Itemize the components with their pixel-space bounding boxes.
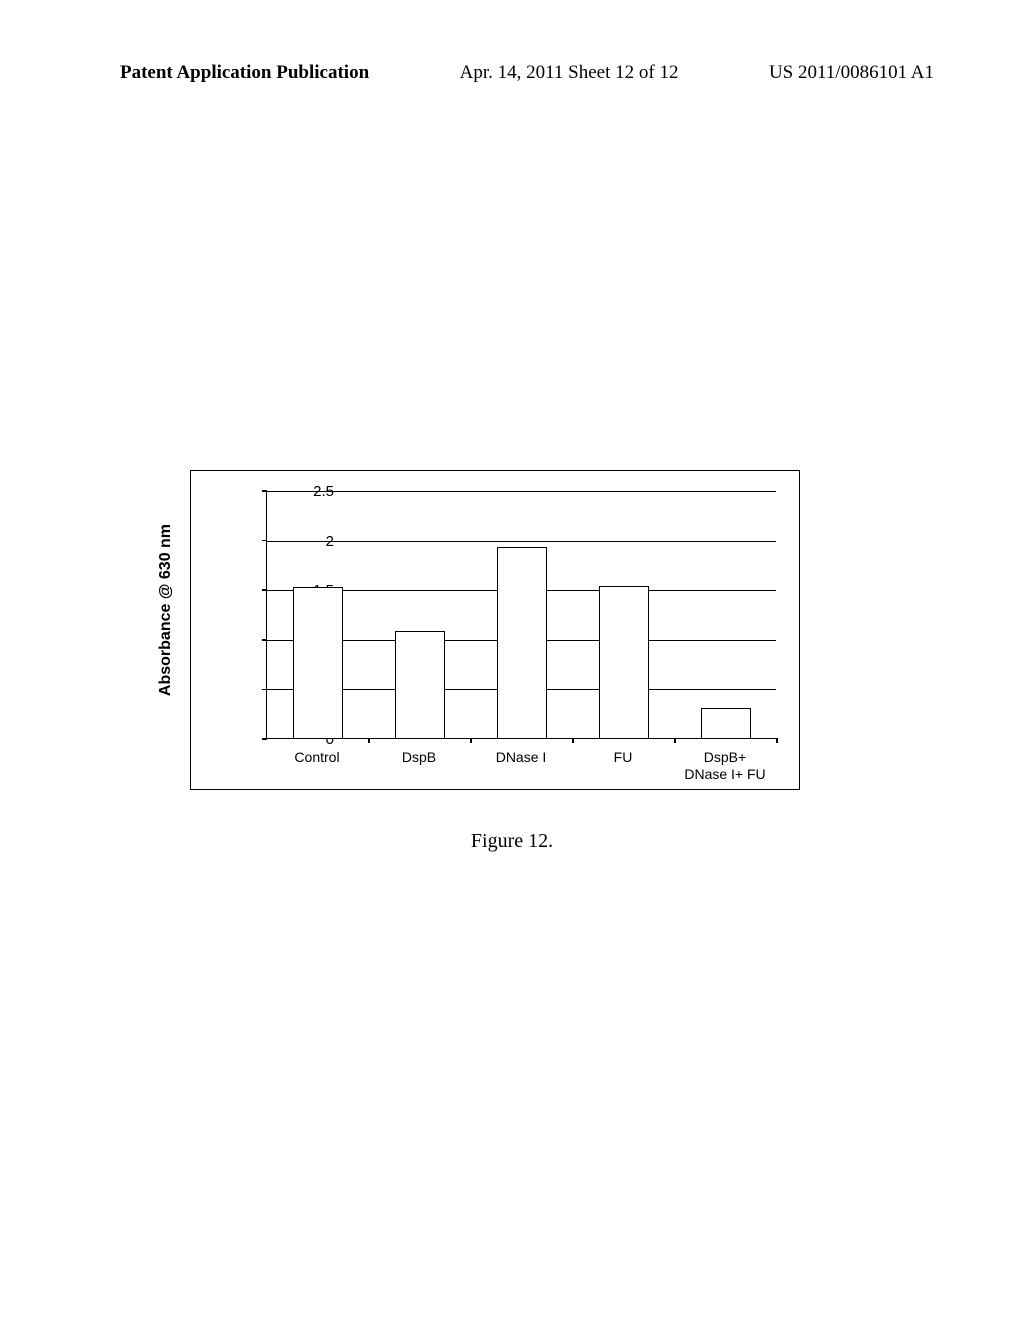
y-tick-label: 2 [304, 533, 334, 550]
gridline [267, 491, 776, 492]
y-tick-mark [262, 490, 267, 492]
x-tick-mark [776, 738, 778, 743]
bar [701, 708, 751, 738]
header-publication: Patent Application Publication [120, 62, 369, 84]
x-tick-mark [368, 738, 370, 743]
bar [293, 587, 343, 738]
x-tick-label: DNase I [471, 749, 571, 766]
y-tick-mark [262, 689, 267, 691]
plot-area: 00.511.522.5 [266, 491, 776, 739]
x-tick-label: DspB+DNase I+ FU [675, 749, 775, 783]
header-date-sheet: Apr. 14, 2011 Sheet 12 of 12 [460, 62, 679, 84]
bar [395, 631, 445, 738]
figure-caption: Figure 12. [0, 830, 1024, 853]
y-tick-mark [262, 589, 267, 591]
y-tick-mark [262, 540, 267, 542]
y-tick-label: 2.5 [304, 483, 334, 500]
y-tick-mark [262, 639, 267, 641]
bar [497, 547, 547, 738]
page-header: Patent Application Publication Apr. 14, … [0, 62, 1024, 84]
bar [599, 586, 649, 738]
x-tick-label: FU [573, 749, 673, 766]
bar-chart: Absorbance @ 630 nm 00.511.522.5 Control… [190, 470, 800, 790]
x-tick-mark [674, 738, 676, 743]
x-tick-label: Control [267, 749, 367, 766]
y-axis-label: Absorbance @ 630 nm [157, 460, 175, 760]
gridline [267, 541, 776, 542]
header-patent-number: US 2011/0086101 A1 [769, 62, 934, 84]
x-tick-label: DspB [369, 749, 469, 766]
y-tick-mark [262, 738, 267, 740]
x-tick-mark [572, 738, 574, 743]
x-tick-mark [470, 738, 472, 743]
